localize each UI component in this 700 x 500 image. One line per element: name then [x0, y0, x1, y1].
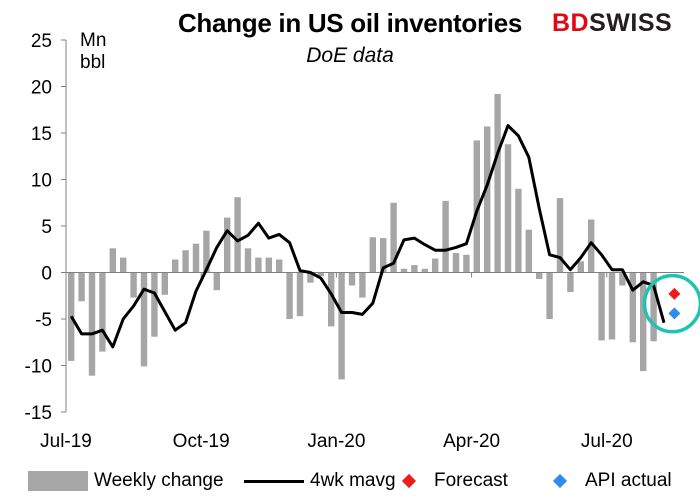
weekly-bar: [411, 265, 418, 273]
legend-label-mavg: 4wk mavg: [310, 470, 396, 491]
y-tick-label: -5: [35, 310, 52, 331]
weekly-bar: [234, 197, 241, 273]
weekly-bar: [463, 254, 470, 273]
mavg-line-layer: [69, 124, 666, 349]
weekly-bars-layer: [68, 93, 657, 380]
weekly-bar: [380, 238, 387, 273]
legend-label-api: API actual: [585, 470, 672, 491]
weekly-bar: [130, 272, 137, 298]
weekly-bar: [192, 243, 200, 273]
weekly-bar: [338, 272, 345, 380]
weekly-bar: [99, 272, 106, 352]
weekly-bar: [140, 272, 148, 367]
weekly-bar: [203, 230, 210, 273]
weekly-bar: [515, 188, 522, 273]
x-tick-label: Jul-20: [581, 431, 633, 452]
points-layer: [642, 273, 700, 334]
legend-item-api: API actual: [543, 466, 672, 496]
weekly-bar: [286, 272, 293, 319]
y-tick-label: 25: [31, 31, 52, 52]
chart-title: Change in US oil inventories: [177, 8, 523, 38]
weekly-bar: [567, 272, 574, 292]
legend-line-swatch: [244, 479, 304, 483]
weekly-bar: [120, 257, 127, 273]
x-tick-label: Jul-19: [40, 431, 92, 452]
legend-item-mavg: 4wk mavg: [244, 466, 396, 496]
weekly-bar: [452, 253, 460, 273]
y-tick-label: 10: [31, 171, 52, 192]
tick-labels-layer: -15 -10 -5 0 5 10 15 20 25 Jul-19 Oct-19 Jan-20 Apr-…: [25, 31, 633, 452]
weekly-bar: [255, 257, 262, 273]
weekly-bar: [598, 272, 605, 341]
weekly-bar: [640, 272, 647, 372]
weekly-bar: [484, 126, 491, 273]
weekly-bar: [546, 272, 553, 319]
weekly-bar: [359, 272, 366, 298]
weekly-bar: [88, 272, 96, 376]
axes-layer: [61, 39, 684, 413]
weekly-bar: [577, 261, 584, 273]
legend-label-weekly: Weekly change: [94, 470, 224, 491]
weekly-bar: [421, 268, 428, 273]
weekly-bar: [442, 200, 449, 273]
weekly-bar: [588, 219, 595, 273]
weekly-bar: [348, 272, 356, 286]
weekly-bar: [296, 272, 304, 317]
weekly-bar: [182, 250, 189, 273]
x-tick-label: Apr-20: [443, 431, 500, 452]
highlight-circle: [642, 273, 700, 334]
weekly-bar: [224, 217, 231, 273]
x-tick-label: Oct-19: [173, 431, 230, 452]
mavg-line: [69, 124, 666, 349]
weekly-bar: [151, 272, 158, 337]
weekly-bar: [650, 272, 657, 342]
y-tick-label: -10: [25, 357, 52, 378]
unit-label-bottom: bbl: [80, 52, 106, 73]
weekly-bar: [432, 258, 439, 273]
api-actual-point: [668, 307, 681, 320]
weekly-bar: [328, 272, 335, 327]
weekly-bar: [556, 198, 564, 273]
weekly-bar: [213, 272, 220, 291]
unit-label-top: Mn: [80, 30, 107, 51]
weekly-bar: [265, 257, 272, 273]
legend-item-weekly: Weekly change: [28, 466, 224, 496]
weekly-bar: [608, 272, 616, 340]
weekly-bar: [244, 248, 252, 273]
weekly-bar: [473, 140, 480, 273]
weekly-bar: [161, 272, 168, 295]
weekly-bar: [390, 202, 397, 273]
weekly-bar: [307, 272, 314, 283]
weekly-bar: [317, 272, 324, 277]
weekly-bar: [536, 272, 543, 279]
y-tick-label: 15: [31, 124, 52, 145]
chart-subtitle: DoE data: [306, 44, 394, 67]
legend-label-forecast: Forecast: [434, 470, 508, 491]
forecast-point: [668, 287, 681, 300]
bdswiss-logo: BDSWISS: [552, 9, 673, 37]
y-tick-label: -15: [25, 403, 52, 424]
weekly-bar: [525, 229, 532, 273]
weekly-bar: [78, 272, 85, 302]
y-tick-label: 20: [31, 78, 52, 99]
y-tick-label: 5: [41, 217, 52, 238]
weekly-bar: [369, 237, 376, 273]
weekly-bar: [172, 259, 179, 273]
weekly-bar: [494, 93, 501, 273]
weekly-bar: [504, 144, 512, 273]
weekly-bar: [276, 259, 283, 273]
weekly-bar: [619, 272, 626, 286]
weekly-bar: [400, 268, 408, 273]
api-diamond-icon: [552, 473, 568, 489]
legend-bar-swatch: [28, 471, 88, 491]
weekly-bar: [629, 272, 636, 343]
weekly-bar: [109, 248, 116, 273]
y-tick-label: 0: [41, 264, 52, 285]
legend: Weekly change 4wk mavg Forecast API actu…: [0, 466, 700, 496]
legend-item-forecast: Forecast: [392, 466, 508, 496]
forecast-diamond-icon: [401, 473, 417, 489]
x-tick-label: Jan-20: [307, 431, 365, 452]
